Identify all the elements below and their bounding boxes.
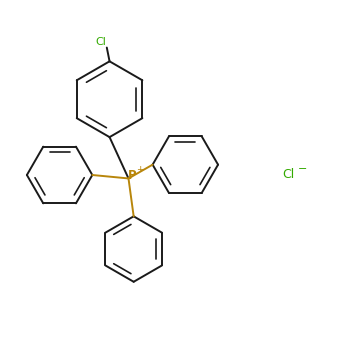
Text: P: P [128, 169, 137, 182]
Text: −: − [298, 164, 307, 174]
Text: +: + [136, 165, 144, 174]
Text: Cl: Cl [282, 168, 295, 182]
Text: Cl: Cl [95, 37, 106, 47]
